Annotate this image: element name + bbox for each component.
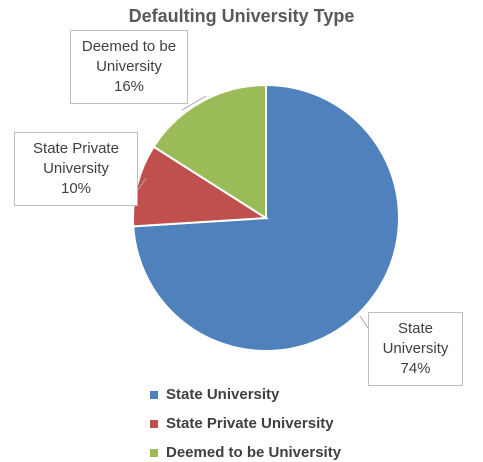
data-label: State Private University 10%: [14, 132, 138, 206]
legend-swatch: [150, 420, 158, 429]
data-label-category: State University: [382, 320, 449, 357]
legend-item: State Private University: [150, 414, 334, 434]
data-label-category: State Private University: [33, 140, 119, 177]
legend-swatch: [150, 391, 158, 400]
legend-item: Deemed to be University: [150, 443, 341, 462]
data-label-category: Deemed to be University: [81, 38, 177, 75]
data-label-value: 10%: [60, 180, 92, 197]
legend-label: Deemed to be University: [166, 444, 342, 461]
leader-line: [359, 315, 369, 329]
legend-label: State Private University: [166, 415, 334, 432]
pie-slice: [152, 83, 267, 220]
legend-label: State University: [166, 386, 280, 403]
data-label-value: 16%: [113, 78, 145, 95]
leader-line: [137, 177, 147, 191]
leader-line: [181, 95, 207, 111]
legend-item: State University: [150, 385, 279, 405]
chart-title: Defaulting University Type: [128, 6, 355, 26]
data-label-value: 74%: [400, 360, 431, 377]
data-label: State University 74%: [368, 312, 463, 386]
data-label: Deemed to be University 16%: [70, 30, 188, 104]
legend-swatch: [150, 449, 158, 458]
